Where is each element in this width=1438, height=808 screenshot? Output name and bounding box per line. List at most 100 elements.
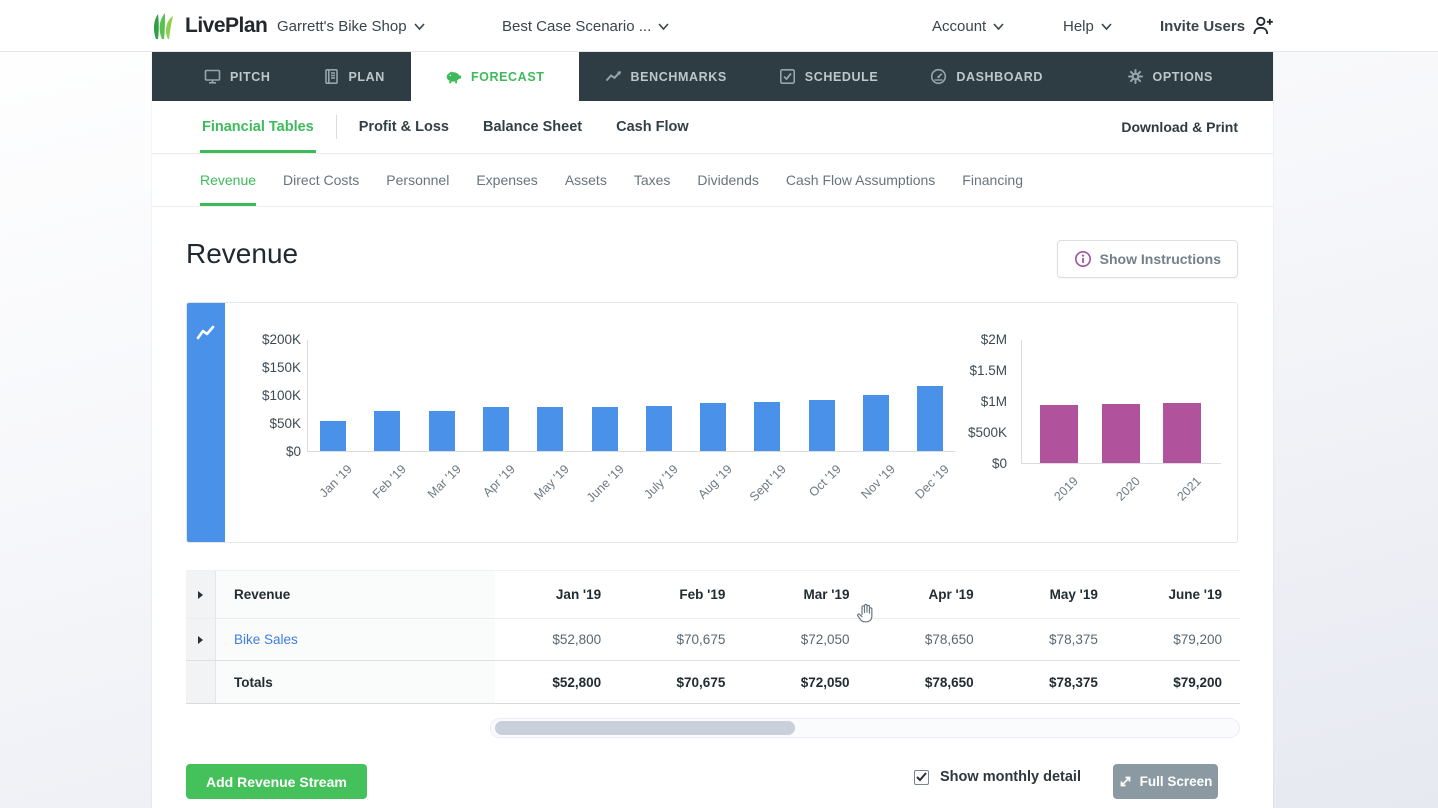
value-cell-Apr-19: Apr '19	[928, 587, 974, 602]
download-print-link[interactable]: Download & Print	[1121, 119, 1238, 135]
expand-arrow-icon	[198, 635, 203, 644]
x-axis-label: Aug '19	[695, 462, 735, 502]
monthly-detail-label[interactable]: Show monthly detail	[940, 769, 1081, 785]
show-instructions-button[interactable]: Show Instructions	[1056, 240, 1238, 278]
table-nav-item-cash-flow-assumptions[interactable]: Cash Flow Assumptions	[785, 172, 936, 188]
full-screen-button[interactable]: Full Screen	[1113, 764, 1218, 799]
table-nav-item-assets[interactable]: Assets	[564, 172, 607, 188]
tab-plan[interactable]: PLAN	[297, 52, 411, 101]
tab-dashboard[interactable]: DASHBOARD	[904, 52, 1069, 101]
show-monthly-detail-toggle[interactable]: Show monthly detail	[914, 769, 1081, 785]
app-content: PITCH PLAN FORECAST BENCHMARKS SCHEDULE DASHB…	[152, 52, 1273, 808]
chart-bar-Sept-19[interactable]	[754, 402, 781, 451]
x-axis-label: June '19	[583, 462, 627, 506]
x-axis-label: Feb '19	[370, 462, 410, 502]
value-cell-Mar-19: Mar '19	[803, 587, 850, 602]
chart-bar-Dec-19[interactable]	[917, 385, 944, 451]
help-menu[interactable]: Help	[1063, 0, 1112, 52]
chart-bar-Aug-19[interactable]	[700, 403, 727, 451]
table-nav-item-dividends[interactable]: Dividends	[697, 172, 759, 188]
chart-bar-2020[interactable]	[1101, 403, 1140, 463]
value-cell-Mar-19: $72,050	[800, 632, 850, 647]
chart-bar-July-19[interactable]	[645, 405, 672, 451]
add-user-icon	[1253, 16, 1273, 35]
tab-benchmarks[interactable]: BENCHMARKS	[579, 52, 753, 101]
x-axis-label: 2019	[1051, 474, 1081, 504]
horizontal-scrollbar-thumb[interactable]	[495, 721, 795, 735]
subnav-item-financial-tables[interactable]: Financial Tables	[200, 101, 316, 153]
chart-type-strip[interactable]	[187, 303, 225, 542]
tab-label: BENCHMARKS	[630, 69, 727, 84]
chart-bar-Mar-19[interactable]	[428, 410, 455, 451]
chart-bar-2021[interactable]	[1163, 402, 1201, 463]
x-axis-label: May '19	[531, 462, 573, 503]
piggy-bank-icon	[445, 68, 462, 85]
chevron-down-icon	[1101, 23, 1112, 31]
liveplan-logo[interactable]: LivePlan	[152, 0, 268, 52]
value-cell-Feb-19: $70,675	[676, 632, 726, 647]
account-menu[interactable]: Account	[932, 0, 1004, 52]
row-label-cell: Bike Sales	[216, 619, 495, 660]
tab-label: FORECAST	[470, 69, 545, 84]
liveplan-leaf-icon	[153, 13, 173, 39]
subnav-item-profit-loss[interactable]: Profit & Loss	[358, 119, 449, 135]
table-nav-item-financing[interactable]: Financing	[962, 172, 1023, 188]
value-cell-June-19: $79,200	[1173, 674, 1223, 690]
chart-bar-Jan-19[interactable]	[320, 421, 346, 451]
chart-bar-June-19[interactable]	[591, 406, 618, 451]
table-nav-item-revenue[interactable]: Revenue	[200, 154, 257, 206]
subnav-item-cash-flow[interactable]: Cash Flow	[616, 119, 689, 135]
y-axis-tick: $100K	[261, 388, 301, 403]
value-cell-Jan-19: Jan '19	[555, 587, 602, 602]
tab-forecast[interactable]: FORECAST	[410, 52, 579, 101]
x-axis-label: Mar '19	[424, 462, 464, 502]
row-label-cell: Totals	[216, 661, 495, 703]
gear-icon	[1127, 68, 1144, 85]
value-cell-Feb-19: $70,675	[676, 674, 726, 690]
tab-label: PLAN	[348, 69, 385, 84]
company-dropdown[interactable]: Garrett's Bike Shop	[277, 0, 425, 52]
row-expander[interactable]	[186, 571, 216, 618]
y-axis-tick: $150K	[261, 360, 301, 375]
x-axis-label: Nov '19	[858, 462, 898, 502]
chart-bar-Nov-19[interactable]	[863, 395, 889, 451]
chart-bar-Oct-19[interactable]	[808, 400, 835, 451]
tab-label: SCHEDULE	[804, 69, 879, 84]
add-revenue-stream-button[interactable]: Add Revenue Stream	[186, 764, 367, 799]
scenario-dropdown[interactable]: Best Case Scenario ...	[502, 0, 669, 52]
page-title: Revenue	[186, 238, 299, 269]
subnav-item-balance-sheet[interactable]: Balance Sheet	[482, 119, 583, 135]
main-nav: PITCH PLAN FORECAST BENCHMARKS SCHEDULE DASHB…	[152, 52, 1273, 101]
x-axis-label: Sept '19	[747, 462, 790, 505]
row-expander[interactable]	[186, 619, 216, 660]
row-label-cell: Revenue	[216, 571, 495, 618]
x-axis-label: Apr '19	[480, 462, 518, 500]
chart-bar-Apr-19[interactable]	[482, 407, 509, 451]
chart-bar-Feb-19[interactable]	[374, 411, 401, 451]
tab-options[interactable]: OPTIONS	[1101, 52, 1239, 101]
table-nav-item-taxes[interactable]: Taxes	[633, 172, 671, 188]
horizontal-scrollbar-track[interactable]	[490, 718, 1240, 738]
table-nav-item-personnel[interactable]: Personnel	[386, 172, 450, 188]
logo-wordmark: LivePlan	[185, 14, 268, 37]
trend-icon	[605, 68, 622, 85]
chevron-down-icon	[658, 23, 669, 31]
revenue-stream-link[interactable]: Bike Sales	[234, 632, 298, 647]
table-header-row: Revenue Jan '19 Feb '19 Mar '19 Apr '19 May '…	[186, 571, 1240, 619]
y-axis-tick: $2M	[980, 332, 1007, 347]
x-axis-label: Jan '19	[316, 462, 355, 501]
tab-schedule[interactable]: SCHEDULE	[753, 52, 905, 101]
chart-bar-May-19[interactable]	[537, 407, 564, 451]
table-nav-item-expenses[interactable]: Expenses	[476, 172, 538, 188]
chart-bar-2019[interactable]	[1040, 405, 1078, 463]
info-icon	[1074, 251, 1091, 267]
invite-users-button[interactable]: Invite Users	[1160, 0, 1274, 52]
table-nav-item-direct-costs[interactable]: Direct Costs	[283, 172, 360, 188]
monthly-detail-checkbox[interactable]	[914, 769, 929, 785]
tab-pitch[interactable]: PITCH	[178, 52, 297, 101]
tab-label: OPTIONS	[1152, 69, 1213, 84]
x-axis-label: Oct '19	[805, 462, 844, 500]
chevron-down-icon	[993, 23, 1004, 31]
value-cell-Jan-19: $52,800	[552, 632, 602, 647]
value-cell-Feb-19: Feb '19	[679, 587, 726, 602]
